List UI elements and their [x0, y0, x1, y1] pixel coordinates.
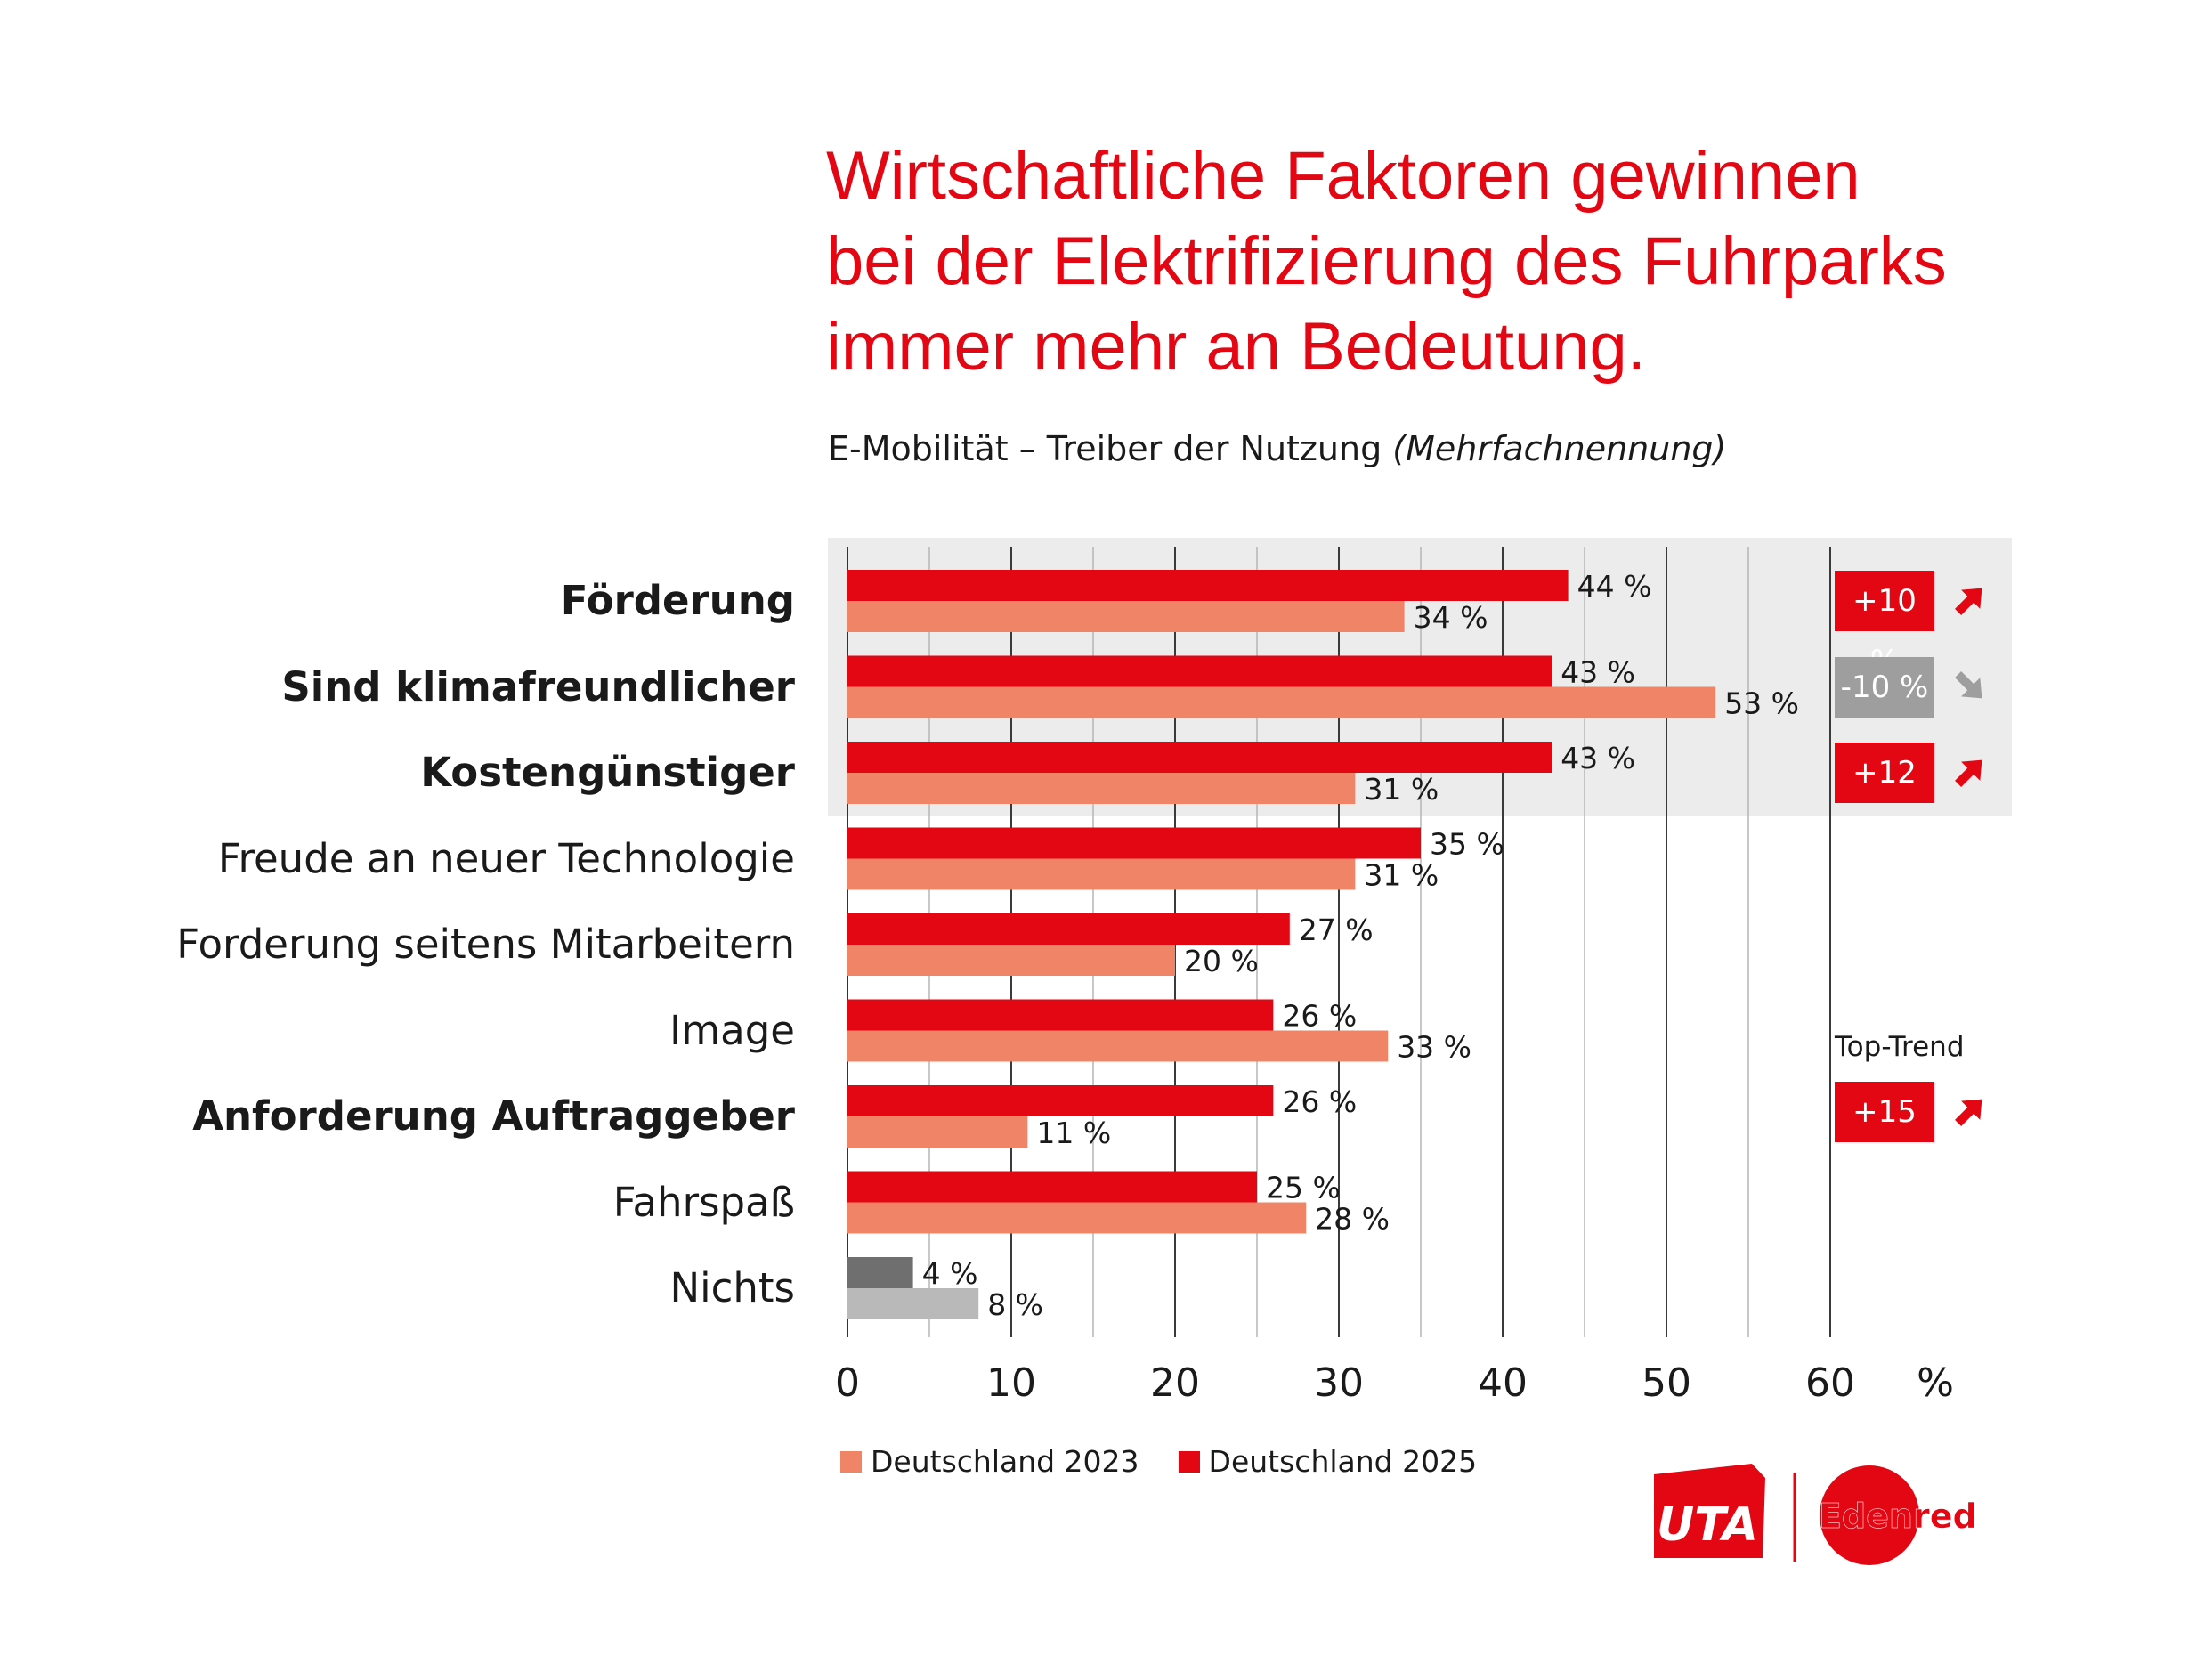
bar-2023 [847, 945, 1175, 976]
x-axis-unit: % [1917, 1360, 1954, 1406]
arrow-down-right-icon [1950, 666, 1990, 710]
x-tick-label: 0 [835, 1360, 860, 1406]
data-label-layer: 44 %34 %43 %53 %43 %31 %35 %31 %27 %20 %… [922, 569, 1799, 1322]
legend-swatch-2023 [840, 1450, 862, 1473]
data-label: 4 % [922, 1256, 978, 1291]
y-tick-label: Forderung seitens Mitarbeitern [176, 921, 795, 968]
title-line-2: bei der Elektrifizierung des Fuhrparks [826, 223, 1947, 299]
bar-chart: 44 %34 %43 %53 %43 %31 %35 %31 %27 %20 %… [828, 538, 2012, 1406]
data-label: 44 % [1577, 569, 1652, 604]
bar-2025 [847, 999, 1274, 1031]
bar-2025 [847, 655, 1552, 687]
data-label: 20 % [1184, 944, 1259, 978]
edenred-logo-text: Edenred [1819, 1497, 1977, 1536]
change-badge: +10 % [1835, 571, 1934, 679]
top-trend-label: Top-Trend [1835, 1031, 1965, 1063]
bar-2025 [847, 1257, 913, 1288]
uta-logo-text: UTA [1657, 1498, 1758, 1552]
bar-2023 [847, 773, 1356, 804]
bar-2023 [847, 1116, 1028, 1148]
title-line-3: immer mehr an Bedeutung. [826, 309, 1646, 385]
data-label: 34 % [1414, 600, 1488, 635]
data-label: 26 % [1282, 999, 1357, 1034]
y-tick-label: Förderung [560, 577, 795, 624]
chart-subtitle: E-Mobilität – Treiber der Nutzung (Mehrf… [828, 429, 1726, 468]
data-label: 11 % [1036, 1116, 1111, 1150]
edenred-logo: Edenred [1819, 1465, 1977, 1565]
y-tick-label: Fahrspaß [612, 1178, 795, 1226]
bar-2023 [847, 1030, 1389, 1062]
data-label: 8 % [987, 1287, 1043, 1322]
bar-2025 [847, 827, 1421, 859]
legend-item-2025: Deutschland 2025 [1178, 1444, 1478, 1479]
bar-2023 [847, 686, 1716, 718]
bar-2025 [847, 1171, 1257, 1203]
bar-2023 [847, 1202, 1307, 1234]
legend-label-2023: Deutschland 2023 [871, 1444, 1139, 1479]
data-label: 27 % [1299, 913, 1374, 947]
data-label: 31 % [1364, 772, 1439, 807]
y-tick-label: Image [669, 1006, 795, 1054]
change-badge: -10 % [1835, 656, 1934, 718]
top-trend-badge: +15 % [1835, 1082, 1934, 1190]
legend-item-2023: Deutschland 2023 [840, 1444, 1139, 1479]
bar-2023 [847, 858, 1356, 890]
x-tick-label: 60 [1805, 1360, 1855, 1406]
chart-title: Wirtschaftliche Faktoren gewinnen bei de… [826, 134, 2161, 390]
legend-label-2025: Deutschland 2025 [1208, 1444, 1478, 1479]
data-label: 33 % [1397, 1030, 1471, 1065]
y-tick-label: Kostengünstiger [420, 749, 795, 796]
bar-2025 [847, 1085, 1274, 1116]
bar-2023 [847, 601, 1405, 632]
y-tick-label: Sind klimafreundlicher [281, 662, 795, 710]
y-tick-label: Anforderung Auftraggeber [192, 1092, 795, 1140]
x-tick-label: 10 [986, 1360, 1036, 1406]
x-tick-label: 40 [1478, 1360, 1528, 1406]
legend-swatch-2025 [1178, 1450, 1200, 1473]
arrow-up-right-icon [1950, 1091, 1990, 1135]
data-label: 31 % [1364, 858, 1439, 893]
x-tick-label: 30 [1314, 1360, 1364, 1406]
data-label: 28 % [1315, 1202, 1390, 1237]
data-label: 26 % [1282, 1084, 1357, 1119]
title-line-1: Wirtschaftliche Faktoren gewinnen [826, 138, 1861, 214]
bar-2023 [847, 1288, 979, 1319]
x-tick-label: 20 [1150, 1360, 1200, 1406]
subtitle-italic: (Mehrfachnennung) [1392, 429, 1727, 468]
change-badge: +12 % [1835, 743, 1934, 851]
x-tick-layer: 0 10 20 30 40 50 60% [835, 1360, 1954, 1406]
data-label: 25 % [1266, 1171, 1341, 1205]
bar-layer [847, 570, 1716, 1319]
logos: UTA Edenred [1654, 1464, 1977, 1565]
data-label: 35 % [1430, 827, 1504, 862]
subtitle-main: E-Mobilität – Treiber der Nutzung [828, 429, 1393, 468]
bar-2025 [847, 570, 1569, 601]
uta-logo: UTA [1654, 1464, 1765, 1558]
legend: Deutschland 2023 Deutschland 2025 [840, 1444, 1477, 1479]
bar-2025 [847, 742, 1552, 773]
data-label: 43 % [1561, 655, 1635, 690]
y-tick-label: Nichts [669, 1264, 795, 1311]
data-label: 43 % [1561, 741, 1635, 775]
bar-2025 [847, 913, 1290, 945]
arrow-up-right-icon [1950, 580, 1990, 624]
x-tick-label: 50 [1642, 1360, 1691, 1406]
arrow-up-right-icon [1950, 751, 1990, 796]
y-tick-label: Freude an neuer Technologie [217, 834, 795, 882]
data-label: 53 % [1724, 686, 1799, 721]
